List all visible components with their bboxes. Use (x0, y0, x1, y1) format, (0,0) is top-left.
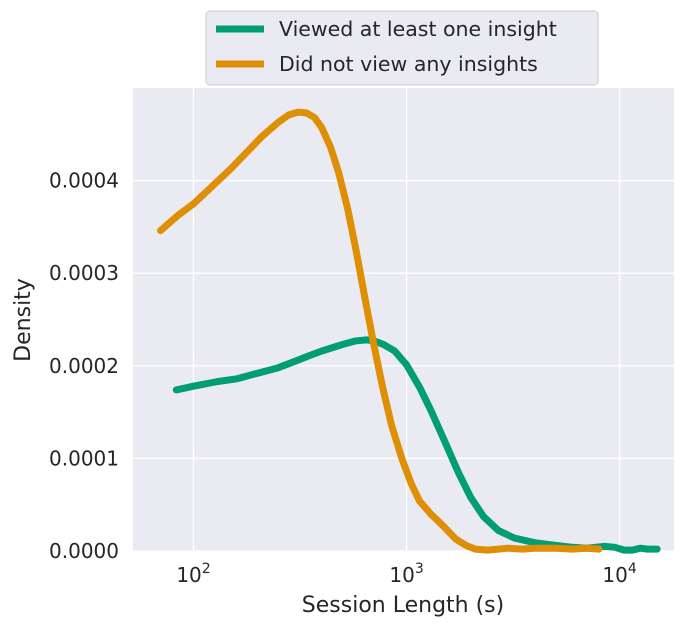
legend-box (205, 10, 599, 86)
x-tick-label: 104 (602, 561, 636, 587)
y-tick-label: 0.0001 (49, 446, 119, 470)
x-tick-exponent: 3 (415, 561, 424, 577)
plot-area (133, 88, 674, 551)
series-lines (157, 108, 661, 554)
y-tick-labels: 0.0000 0.0001 0.0002 0.0003 0.0004 (49, 169, 119, 563)
series-line-1 (157, 108, 603, 554)
x-tick-base: 10 (602, 563, 627, 587)
x-tick-base: 10 (176, 563, 201, 587)
y-tick-label: 0.0000 (49, 539, 119, 563)
x-tick-exponent: 4 (628, 561, 637, 577)
y-axis-label: Density (11, 278, 36, 362)
x-tick-label: 102 (176, 561, 210, 587)
legend-label-0: Viewed at least one insight (279, 17, 557, 41)
y-tick-label: 0.0003 (49, 261, 119, 285)
x-tick-base: 10 (389, 563, 414, 587)
y-tick-label: 0.0004 (49, 169, 119, 193)
x-tick-label: 103 (389, 561, 423, 587)
x-tick-labels: 102 103 104 (176, 561, 637, 587)
y-tick-label: 0.0002 (49, 354, 119, 378)
x-axis-label: Session Length (s) (302, 593, 504, 618)
x-tick-exponent: 2 (202, 561, 211, 577)
series-line-0 (172, 336, 661, 554)
legend-label-1: Did not view any insights (279, 52, 538, 76)
legend: Viewed at least one insight Did not view … (205, 10, 599, 86)
